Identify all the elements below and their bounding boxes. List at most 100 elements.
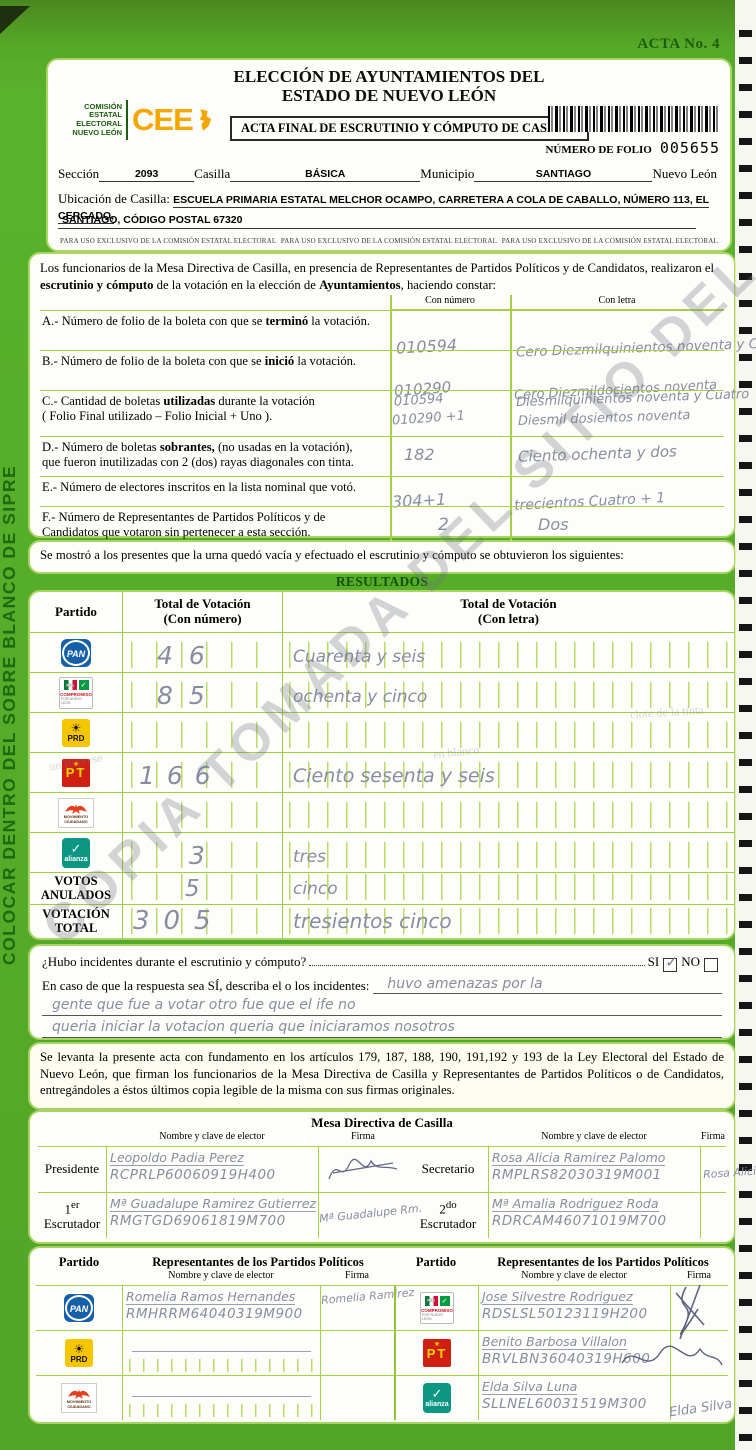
si-checkbox: ✓	[663, 953, 678, 972]
rep-pan-firma-cell: Romelia Ramirez	[320, 1285, 415, 1330]
municipio-value: SANTIAGO	[474, 168, 653, 182]
uso-exclusivo-text: PARA USO EXCLUSIVO DE LA COMISIÓN ESTATA…	[280, 237, 498, 245]
secretario-name-cell: Rosa Alicia Ramirez Palomo RMPLRS8203031…	[488, 1146, 700, 1192]
rep-pt-firma-cell	[670, 1330, 728, 1375]
perforation-dashes	[739, 30, 752, 1450]
legal-text-panel: Se levanta la presente acta con fundamen…	[30, 1044, 734, 1108]
votes-num-alianza: 3	[189, 841, 205, 870]
votes-num-total: 305	[133, 906, 225, 936]
acta-number: ACTA No. 4	[637, 36, 720, 52]
estado-label: Nuevo León	[652, 166, 718, 181]
escrutador2-firma-cell	[700, 1192, 726, 1238]
form-title: ELECCIÓN DE AYUNTAMIENTOS DEL ESTADO DE …	[233, 67, 545, 106]
total-numero-header: Total de Votación (Con número)	[122, 592, 282, 632]
votes-letra-pri: ochenta y cinco	[293, 687, 428, 707]
firma-header: Firma	[345, 1270, 369, 1281]
urna-note: Se mostró a los presentes que la urna qu…	[40, 548, 624, 562]
rep-pan-name: Romelia Ramos Hernandes	[126, 1289, 296, 1305]
uso-exclusivo-text: PARA USO EXCLUSIVO DE LA COMISIÓN ESTATA…	[60, 237, 277, 245]
handwritten-letra-c2: Diesmil dosientos noventa	[517, 407, 691, 430]
partido-header: Partido	[55, 603, 97, 619]
cee-logo: COMISIÓN ESTATAL ELECTORAL NUEVO LEÓN CE…	[58, 100, 213, 140]
uso-exclusivo-text: PARA USO EXCLUSIVO DE LA COMISIÓN ESTATA…	[501, 237, 718, 245]
header-card: ELECCIÓN DE AYUNTAMIENTOS DEL ESTADO DE …	[48, 60, 730, 250]
firma-header: Firma	[351, 1131, 375, 1142]
resultados-table: Partido Total de Votación (Con número) T…	[30, 592, 734, 938]
rep-alianza-firma-cell: Elda Silva	[668, 1375, 733, 1420]
ubicacion-value-line2: SANTIAGO, CÓDIGO POSTAL 67320	[58, 212, 696, 229]
nombre-clave-header: Nombre y clave de elector	[521, 1270, 627, 1281]
ubicacion-value-line1: ESCUELA PRIMARIA ESTATAL MELCHOR OCAMPO,…	[58, 194, 710, 224]
pri-flag-icon: PRI	[63, 680, 77, 690]
rep-pri-name: Jose Silvestre Rodriguez	[482, 1289, 633, 1305]
incidentes-prompt: En caso de que la respuesta sea SÍ, desc…	[42, 978, 370, 993]
incidentes-question: ¿Hubo incidentes durante el escrutinio y…	[42, 954, 307, 969]
rep-alianza-clave: SLLNEL60031519M300	[482, 1396, 647, 1412]
nombre-clave-header: Nombre y clave de elector	[541, 1131, 647, 1142]
votes-letra-pt: Ciento sesenta y seis	[293, 765, 495, 787]
cee-org-text: COMISIÓN ESTATAL ELECTORAL NUEVO LEÓN	[72, 101, 122, 137]
escrutador1-firma-cell: Mª Guadalupe Rm.	[318, 1192, 423, 1238]
pt-star-icon: ★	[433, 1340, 441, 1348]
intro-paragraph: Los funcionarios de la Mesa Directiva de…	[40, 261, 714, 292]
rep-party-prd: ☀ PRD	[36, 1330, 122, 1375]
presidente-firma-cell	[318, 1146, 408, 1192]
firma-header: Firma	[701, 1131, 725, 1142]
secretario-role: Secretario	[408, 1146, 488, 1192]
nuevo-leon-shape-icon	[199, 109, 211, 131]
reps-header-left: Representantes de los Partidos Políticos	[152, 1255, 364, 1269]
blank-name-line	[132, 1351, 311, 1352]
rep-pan-name-cell: Romelia Ramos Hernandes RMHRRM64040319M9…	[122, 1285, 320, 1330]
rep-pri-clave: RDSLSL50123119H200	[482, 1306, 648, 1322]
escrutador1-name: Mª Guadalupe Ramirez Gutierrez	[110, 1196, 317, 1212]
total-letra-header: Total de Votación (Con letra)	[282, 592, 734, 632]
votes-num-anulados: 5	[185, 876, 200, 902]
rep-mc-firma-cell	[320, 1375, 394, 1420]
partido-header-right: Partido	[415, 1255, 457, 1269]
reps-header-right: Representantes de los Partidos Políticos	[497, 1255, 709, 1269]
mesa-directiva-panel: Mesa Directiva de Casilla Nombre y clave…	[30, 1112, 756, 1242]
presidente-clave: RCPRLP60060919H400	[110, 1167, 276, 1183]
escrutador2-name-cell: Mª Amalia Rodriguez Roda RDRCAM46071019M…	[488, 1192, 700, 1238]
folio-row: NÚMERO DE FOLIO 005655	[545, 139, 720, 157]
side-vertical-instruction: COLOCAR DENTRO DEL SOBRE BLANCO DE SIPRE	[0, 464, 19, 966]
presidente-name: Leopoldo Padia Perez	[110, 1150, 244, 1166]
barcode	[548, 106, 720, 132]
items-table-header: Con número Con letra	[40, 295, 724, 310]
prd-sun-icon: ☀	[70, 721, 82, 735]
alianza-check-icon: ✓	[70, 841, 82, 857]
incident-handwriting-line1: huvo amenazas por la	[387, 976, 543, 992]
pencil-check-icon: ✓	[665, 953, 678, 971]
rep-pt-name: Benito Barbosa Villalon	[482, 1334, 627, 1350]
pt-logo-icon: ★ PT	[62, 758, 90, 787]
representantes-panel: Partido Representantes de los Partidos P…	[30, 1248, 734, 1422]
rep-pt-clave: BRVLBN36040319H600	[482, 1351, 651, 1367]
rep-party-mc: MOVIMIENTO CIUDADANO	[36, 1375, 122, 1420]
con-numero-header: Con número	[390, 295, 510, 310]
tally-items-panel: Los funcionarios de la Mesa Directiva de…	[30, 254, 756, 544]
votes-num-pri: 85	[157, 681, 221, 710]
ubicacion-row: Ubicación de Casilla: ESCUELA PRIMARIA E…	[58, 191, 720, 224]
votos-anulados-label: VOTOS ANULADOS	[40, 873, 112, 902]
item-row-e: E.- Número de electores inscritos en la …	[40, 476, 724, 514]
folio-value: 005655	[659, 139, 720, 157]
incidentes-question-row: ¿Hubo incidentes durante el escrutinio y…	[42, 953, 722, 972]
escrutador2-name: Mª Amalia Rodriguez Roda	[492, 1196, 659, 1212]
no-checkbox	[704, 958, 718, 972]
mesa-title: Mesa Directiva de Casilla	[311, 1115, 453, 1130]
result-row-total: VOTACIÓN TOTAL 305 tresientos cinco	[30, 904, 734, 938]
escrutador2-clave: RDRCAM46071019M700	[492, 1213, 667, 1229]
pri-check-icon: ✓	[78, 680, 89, 690]
acta-subtitle-box: ACTA FINAL DE ESCRUTINIO Y CÓMPUTO DE CA…	[230, 116, 589, 141]
rep-pt-name-cell: Benito Barbosa Villalon BRVLBN36040319H6…	[478, 1330, 670, 1375]
eagle-icon	[68, 1389, 90, 1400]
uso-exclusivo-row: PARA USO EXCLUSIVO DE LA COMISIÓN ESTATA…	[60, 237, 718, 245]
presidente-role: Presidente	[38, 1146, 106, 1192]
partido-header-left: Partido	[58, 1255, 100, 1269]
rep-mc-name-cell	[122, 1375, 320, 1420]
overlapping-signatures	[621, 1284, 723, 1366]
handwritten-num-f: 2	[438, 515, 449, 535]
con-letra-header: Con letra	[510, 295, 724, 310]
alianza-logo-icon: ✓ alianza	[62, 837, 90, 868]
rep-party-pan: PAN	[36, 1285, 122, 1330]
